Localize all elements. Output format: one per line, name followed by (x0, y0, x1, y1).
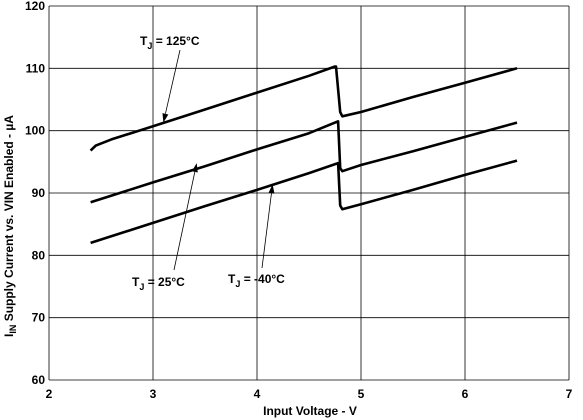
tick-labels: 2 3 4 5 6 7 60 70 80 90 100 110 120 (25, 0, 573, 401)
annotations (162, 49, 275, 271)
series-label-25c: TJ = 25°C (132, 275, 185, 292)
y-tick-label-70: 70 (32, 311, 46, 325)
x-tick-label-2: 2 (46, 387, 53, 401)
arrow-25c (173, 163, 198, 271)
y-tick-label-80: 80 (32, 248, 46, 262)
series-line-minus40c (90, 159, 518, 245)
x-tick-label-6: 6 (462, 387, 469, 401)
series-line-125c (89, 65, 518, 152)
x-tick-label-4: 4 (254, 387, 261, 401)
series-label-125c: TJ = 125°C (140, 34, 200, 51)
y-tick-label-110: 110 (26, 61, 46, 75)
y-tick-label-90: 90 (32, 186, 46, 200)
arrow-125c (162, 49, 181, 123)
y-tick-label-100: 100 (25, 124, 45, 138)
series-label-minus40c: TJ = -40°C (228, 272, 285, 289)
arrow-minus40c (261, 184, 275, 269)
y-tick-label-120: 120 (25, 0, 45, 13)
y-axis-label: IIN Supply Current vs. VIN Enabled - µA (2, 115, 18, 337)
y-tick-label-60: 60 (32, 373, 46, 387)
x-tick-label-5: 5 (358, 387, 365, 401)
x-axis-label: Input Voltage - V (263, 404, 357, 418)
x-tick-label-3: 3 (150, 387, 157, 401)
x-tick-label-7: 7 (566, 387, 573, 401)
